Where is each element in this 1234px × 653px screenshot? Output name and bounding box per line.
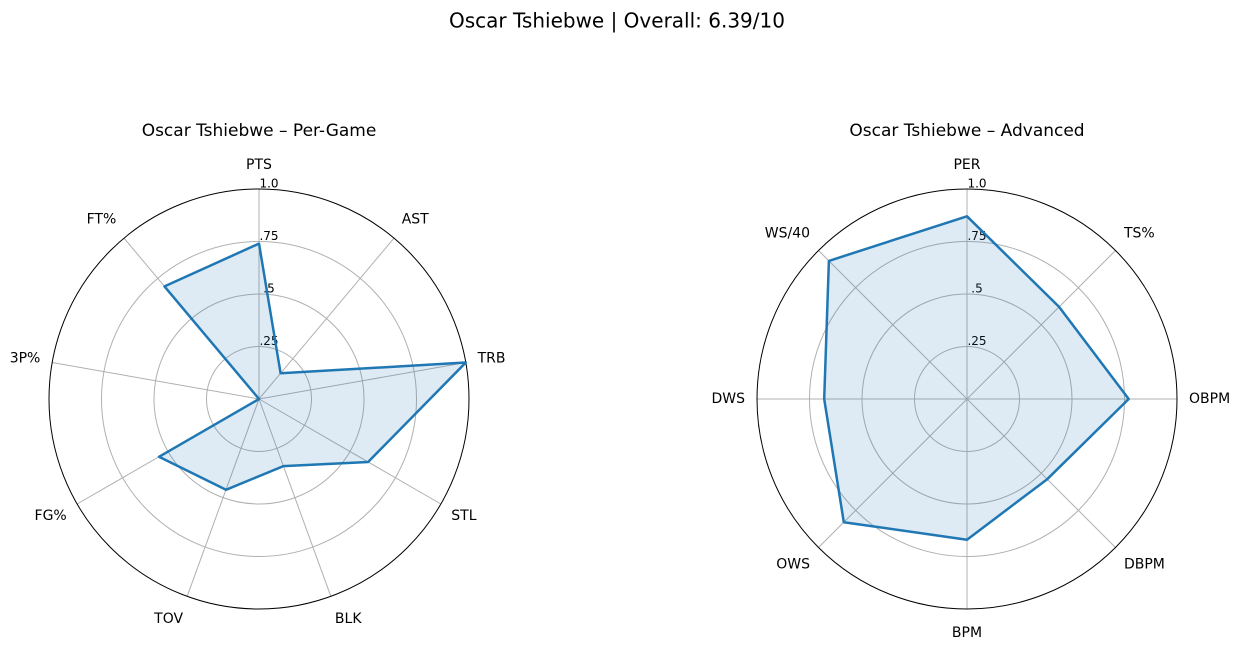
spoke (818, 250, 968, 400)
radar-line (157, 242, 468, 492)
spoke (966, 398, 1116, 548)
category-label: FG% (35, 508, 67, 524)
radar-area (159, 243, 466, 490)
chart-title: Oscar Tshiebwe – Advanced (849, 121, 1084, 141)
category-label: BLK (335, 611, 362, 627)
r-tick-label: 1.0 (967, 177, 986, 191)
spoke (258, 362, 466, 400)
chart-title: Oscar Tshiebwe – Per-Game (142, 121, 377, 141)
r-tick-label: .75 (259, 229, 278, 243)
category-label: PER (953, 157, 980, 173)
category-label: PTS (246, 157, 272, 173)
spoke (258, 398, 332, 597)
r-tick-label: 1.0 (259, 177, 278, 191)
category-label: WS/40 (765, 226, 810, 242)
spoke (186, 398, 260, 597)
spoke (966, 250, 1116, 400)
category-label: STL (451, 508, 476, 524)
outer-circle (756, 188, 1178, 610)
category-label: TS% (1123, 226, 1155, 242)
r-tick-label: .25 (967, 334, 986, 348)
category-label: DWS (711, 391, 745, 407)
category-label: OBPM (1189, 391, 1230, 407)
category-label: BPM (952, 625, 982, 641)
category-label: FT% (87, 212, 117, 228)
category-label: TOV (153, 611, 183, 627)
category-label: TRB (477, 350, 506, 366)
outer-circle (48, 188, 470, 610)
r-tick-label: .5 (263, 282, 274, 296)
r-tick-label: .5 (971, 282, 982, 296)
category-label: 3P% (10, 350, 41, 366)
figure-title: Oscar Tshiebwe | Overall: 6.39/10 (449, 9, 785, 33)
spoke (258, 398, 442, 505)
category-label: DBPM (1124, 556, 1165, 572)
category-label: OWS (776, 556, 810, 572)
radar-line (822, 215, 1130, 541)
category-label: AST (402, 212, 429, 228)
radar-area (824, 216, 1129, 540)
spoke (52, 362, 260, 400)
